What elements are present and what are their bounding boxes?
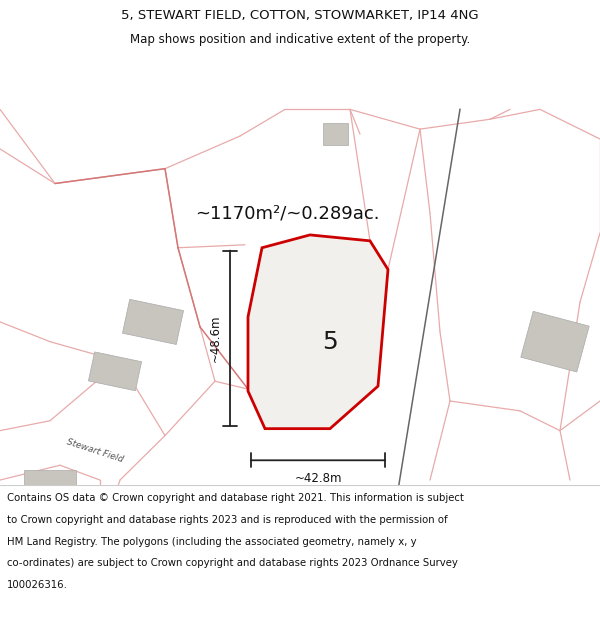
Text: ~1170m²/~0.289ac.: ~1170m²/~0.289ac. (195, 204, 380, 222)
Polygon shape (24, 504, 76, 531)
Text: to Crown copyright and database rights 2023 and is reproduced with the permissio: to Crown copyright and database rights 2… (7, 515, 448, 525)
Text: Stewart Field: Stewart Field (65, 437, 125, 464)
Text: HM Land Registry. The polygons (including the associated geometry, namely x, y: HM Land Registry. The polygons (includin… (7, 537, 417, 547)
Polygon shape (274, 383, 305, 409)
Text: ~48.6m: ~48.6m (209, 314, 222, 362)
Text: 5: 5 (322, 329, 338, 354)
Polygon shape (122, 299, 184, 344)
Text: 100026316.: 100026316. (7, 580, 68, 590)
Polygon shape (521, 311, 589, 372)
Text: co-ordinates) are subject to Crown copyright and database rights 2023 Ordnance S: co-ordinates) are subject to Crown copyr… (7, 559, 458, 569)
Polygon shape (24, 470, 76, 500)
Text: Map shows position and indicative extent of the property.: Map shows position and indicative extent… (130, 33, 470, 46)
Text: ~42.8m: ~42.8m (294, 472, 342, 485)
Polygon shape (88, 352, 142, 391)
Text: 5, STEWART FIELD, COTTON, STOWMARKET, IP14 4NG: 5, STEWART FIELD, COTTON, STOWMARKET, IP… (121, 9, 479, 22)
Text: Contains OS data © Crown copyright and database right 2021. This information is : Contains OS data © Crown copyright and d… (7, 493, 464, 503)
Polygon shape (248, 235, 388, 429)
Polygon shape (285, 330, 325, 363)
Polygon shape (323, 123, 347, 145)
Polygon shape (267, 266, 313, 299)
